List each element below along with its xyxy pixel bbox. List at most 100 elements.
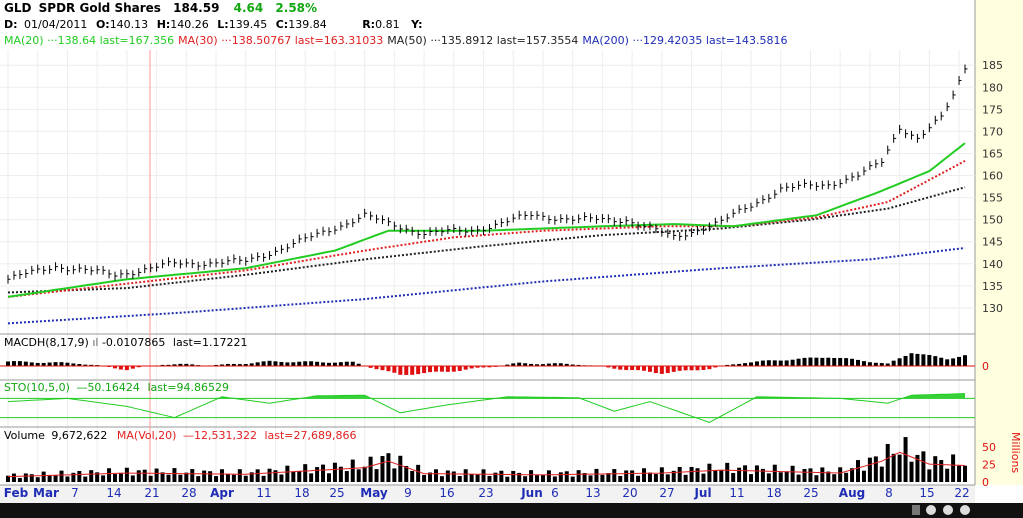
macd-bar [647, 366, 652, 372]
high-value: 140.26 [170, 18, 209, 31]
macd-bar [326, 362, 331, 366]
bottom-scroll-bar[interactable] [0, 503, 1023, 518]
volume-bar [178, 474, 183, 482]
macd-bar [136, 366, 141, 368]
macd-bar [903, 355, 908, 366]
x-axis-label: 16 [439, 486, 454, 500]
scroll-right-icon[interactable] [960, 505, 970, 515]
ma-legend-value: ···135.8912 last=157.3554 [430, 34, 578, 47]
macd-bar [552, 363, 557, 366]
macd-bar [374, 366, 379, 370]
sto-name: STO(10,5,0) [4, 381, 70, 394]
ma-legend-value: ···138.50767 last=163.31033 [221, 34, 383, 47]
volume-bar [231, 474, 236, 482]
macd-bar [386, 366, 391, 372]
volume-bar [208, 471, 213, 482]
volume-bar [624, 470, 629, 482]
volume-bar [422, 474, 427, 482]
macd-value: -0.0107865 [102, 336, 165, 349]
volume-bar [380, 456, 385, 482]
volume-bar [196, 476, 201, 482]
zoom-icon[interactable] [943, 505, 953, 515]
volume-bar [83, 476, 88, 482]
volume-bar [552, 476, 557, 482]
macd-bar [963, 355, 967, 366]
volume-bar [291, 471, 296, 482]
volume-bar [428, 472, 433, 482]
macd-bar [558, 363, 563, 366]
scroll-left-icon[interactable] [926, 505, 936, 515]
macd-bar [909, 353, 914, 366]
macd-bar [683, 366, 688, 371]
macd-bar [380, 366, 385, 371]
macd-bar [481, 366, 486, 368]
macd-bar [321, 362, 326, 366]
volume-bar [475, 474, 480, 482]
volume-bar [879, 466, 884, 482]
volume-tick-label: 25 [982, 459, 996, 472]
macd-bar [529, 363, 534, 366]
macd-bar [273, 361, 278, 366]
macd-bar [291, 362, 296, 366]
x-axis-label: Jul [693, 486, 711, 500]
volume-bar [600, 474, 605, 482]
volume-bar [683, 474, 688, 482]
macd-bar [237, 364, 242, 366]
price-tick-label: 180 [982, 81, 1003, 94]
ma30-line-path [7, 160, 966, 298]
macd-bar [808, 357, 813, 366]
change-percent: 2.58% [275, 1, 317, 15]
macd-bar [927, 354, 932, 366]
x-axis-label: 20 [622, 486, 637, 500]
stochastic-oscillator [0, 393, 975, 423]
date-label: D: [4, 18, 18, 31]
volume-bar [89, 470, 94, 482]
volume-bar [439, 476, 444, 482]
sto-value: 50.16424 [87, 381, 140, 394]
macd-bar [279, 362, 284, 366]
x-axis-band [0, 485, 975, 503]
macd-bar [743, 363, 748, 366]
volume-bar [481, 469, 486, 482]
sto-last: last=94.86529 [147, 381, 229, 394]
volume-bar [315, 467, 320, 482]
volume-bar [606, 473, 611, 482]
volume-bar [856, 460, 861, 482]
macd-bar [778, 360, 783, 366]
macd-bar [766, 360, 771, 366]
volume-bar [582, 473, 587, 482]
macd-bar [838, 357, 843, 366]
macd-bar [416, 366, 421, 375]
macd-bar [297, 361, 302, 366]
volume-bar [303, 464, 308, 482]
macd-bar [540, 364, 545, 366]
high-label: H: [157, 18, 171, 31]
volume-bar [344, 471, 349, 482]
volume-bar [243, 475, 248, 482]
macd-bar [749, 362, 754, 366]
x-axis-label: 7 [71, 486, 79, 500]
macd-bar [784, 360, 789, 366]
volume-bar [136, 470, 141, 482]
volume-bar [321, 464, 326, 482]
macd-bar [428, 366, 433, 373]
macd-bar [867, 362, 872, 366]
volume-bar [564, 471, 569, 482]
volume-bar [148, 475, 153, 482]
macd-bar [564, 363, 569, 366]
volume-bar [523, 476, 528, 482]
macd-bar [118, 366, 123, 370]
volume-bar [576, 470, 581, 482]
volume-bar [386, 453, 391, 482]
macd-bar [315, 361, 320, 366]
volume-bar [225, 473, 230, 482]
scroll-thumb[interactable] [912, 505, 920, 515]
volume-bars [6, 437, 967, 482]
volume-bar [398, 455, 403, 482]
x-axis-label: 14 [106, 486, 121, 500]
volume-bar [469, 473, 474, 482]
volume-bar [909, 461, 914, 482]
macd-bar [624, 366, 629, 371]
macd-bar [53, 362, 58, 366]
macd-bar [475, 366, 480, 368]
